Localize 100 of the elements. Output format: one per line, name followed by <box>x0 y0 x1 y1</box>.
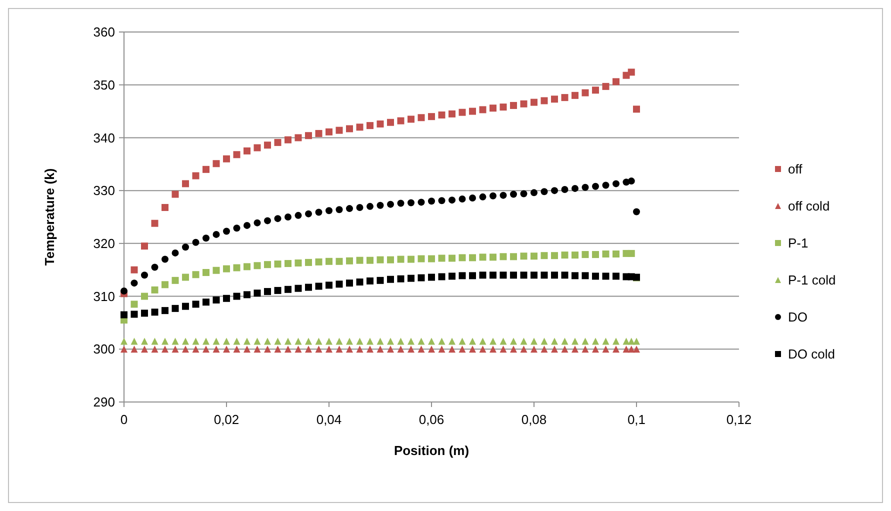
point <box>418 338 425 345</box>
point <box>469 346 476 353</box>
point <box>633 338 640 345</box>
point <box>274 338 282 345</box>
point <box>223 294 230 302</box>
point <box>479 254 486 261</box>
point <box>151 346 158 353</box>
point <box>346 338 353 345</box>
point <box>602 346 610 353</box>
point <box>130 346 138 353</box>
point <box>458 254 466 262</box>
point <box>326 338 332 345</box>
point <box>223 265 230 272</box>
point <box>418 198 425 206</box>
y-tick-label: 300 <box>93 342 115 357</box>
point <box>162 338 168 345</box>
point <box>202 269 210 276</box>
point <box>428 198 435 205</box>
point <box>540 272 548 279</box>
point <box>458 338 466 345</box>
point <box>244 222 250 229</box>
point <box>376 338 384 345</box>
point <box>264 217 271 224</box>
point <box>572 272 578 280</box>
point <box>612 250 620 258</box>
point <box>387 118 394 126</box>
point <box>366 256 374 264</box>
point <box>408 338 414 345</box>
point <box>141 242 148 250</box>
point <box>520 272 528 279</box>
y-tick-label: 340 <box>93 130 115 146</box>
point <box>592 86 599 94</box>
point <box>622 346 630 353</box>
point <box>510 253 517 260</box>
point <box>408 346 414 353</box>
point <box>376 120 384 128</box>
point <box>212 338 220 345</box>
point <box>572 92 578 99</box>
point <box>612 78 620 86</box>
point <box>582 251 589 258</box>
point <box>438 346 446 353</box>
point <box>223 155 230 162</box>
point <box>387 346 394 353</box>
point <box>561 252 568 259</box>
point <box>612 346 620 353</box>
point <box>438 273 446 280</box>
point <box>182 338 189 345</box>
y-tick-label: 330 <box>93 183 115 198</box>
point <box>326 282 332 289</box>
point <box>356 278 364 286</box>
point <box>284 260 292 268</box>
point <box>315 282 322 290</box>
x-tick-label: 0,06 <box>418 412 444 427</box>
point <box>356 204 364 211</box>
point <box>192 238 200 246</box>
point <box>162 307 168 314</box>
point <box>284 346 292 353</box>
point <box>418 114 425 122</box>
point <box>387 276 394 283</box>
point <box>223 346 230 353</box>
point <box>346 346 353 353</box>
point <box>274 346 282 353</box>
point <box>212 230 220 238</box>
point <box>428 113 435 120</box>
point <box>612 272 620 280</box>
point <box>212 266 220 274</box>
point <box>151 338 158 345</box>
point <box>336 338 343 345</box>
y-tick-label: 310 <box>93 288 115 304</box>
point <box>130 266 138 274</box>
point <box>540 346 548 353</box>
point <box>376 202 384 209</box>
point <box>244 346 250 353</box>
point <box>130 280 138 287</box>
point <box>202 338 210 345</box>
point <box>438 197 446 204</box>
point <box>264 142 271 149</box>
legend-label: off cold <box>788 198 830 214</box>
point <box>438 111 446 118</box>
point <box>592 338 599 345</box>
point <box>192 172 200 180</box>
point <box>192 346 200 353</box>
point <box>551 346 558 353</box>
point <box>212 296 220 304</box>
point <box>305 258 312 266</box>
legend-label: P-1 cold <box>788 272 836 288</box>
point <box>490 346 496 353</box>
point <box>141 310 148 317</box>
point <box>387 200 394 208</box>
y-tick-label: 360 <box>93 24 115 40</box>
point <box>592 272 599 280</box>
point <box>602 82 610 90</box>
point <box>397 256 404 263</box>
point <box>284 338 292 345</box>
point <box>448 110 456 118</box>
point <box>408 116 414 123</box>
point <box>264 346 271 353</box>
point <box>366 122 374 130</box>
point <box>294 259 302 266</box>
point <box>182 274 189 281</box>
